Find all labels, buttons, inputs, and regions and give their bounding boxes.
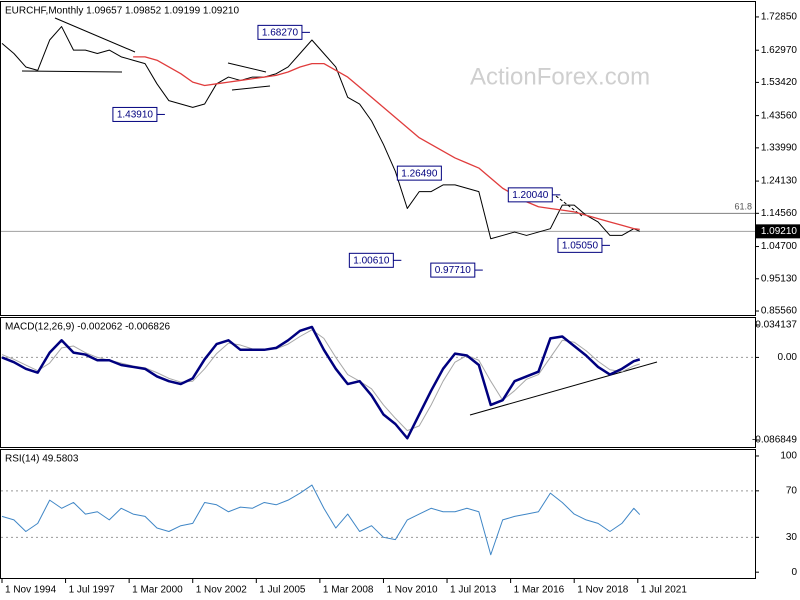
y-tick-label: 1.72850	[761, 12, 798, 23]
x-tick-label: 1 Jul 2005	[259, 585, 306, 596]
annotation-label: 1.68270	[262, 28, 299, 39]
y-tick-label: 1.24130	[761, 176, 798, 187]
y-tick-label: 1.62970	[761, 45, 798, 56]
y-tick-label: 0.85560	[761, 306, 798, 317]
x-tick-label: 1 Nov 1994	[5, 585, 57, 596]
trend-line	[21, 70, 123, 73]
x-tick-label: 1 Nov 2010	[386, 585, 438, 596]
y-tick-label: 0.95130	[761, 273, 798, 284]
x-tick-label: 1 Jul 2021	[641, 585, 688, 596]
y-tick-label: 1.04700	[761, 241, 798, 252]
x-tick-label: 1 Mar 2016	[514, 585, 565, 596]
panel-title: EURCHF,Monthly 1.09657 1.09852 1.09199 1…	[5, 6, 239, 17]
annotation-box	[257, 24, 303, 40]
x-tick-label: 1 Mar 2008	[323, 585, 374, 596]
level-label: 61.8	[734, 202, 752, 212]
trend-line	[231, 85, 271, 91]
annotation-label: 1.20040	[512, 190, 549, 201]
y-tick-label: -0.086849	[752, 435, 797, 446]
y-tick-label: 0.034137	[755, 320, 797, 331]
y-tick-label: 1.43560	[761, 110, 798, 121]
trend-line	[227, 62, 267, 73]
y-tick-label: 70	[786, 485, 798, 496]
x-tick-label: 1 Nov 2002	[196, 585, 248, 596]
x-tick-label: 1 Jul 2013	[450, 585, 497, 596]
panel-frame	[0, 317, 756, 448]
y-tick-label: 100	[780, 451, 797, 462]
annotation-label: 1.05050	[562, 241, 599, 252]
series-line	[133, 56, 640, 231]
x-tick-label: 1 Jul 1997	[69, 585, 116, 596]
last-price-box	[756, 224, 800, 239]
y-tick-label: 0	[791, 567, 797, 578]
trend-line	[469, 361, 658, 416]
trend-line	[54, 17, 136, 53]
watermark: ActionForex.com	[470, 63, 650, 90]
y-tick-label: 1.33990	[761, 142, 798, 153]
annotation-box	[348, 252, 394, 268]
annotation-box	[396, 165, 442, 181]
annotation-box	[112, 106, 158, 122]
annotation-label: 0.97710	[435, 265, 472, 276]
trend-lines	[21, 17, 658, 416]
last-price-label: 1.09210	[761, 226, 798, 237]
annotation-label: 1.26490	[401, 168, 438, 179]
annotation-box	[557, 237, 603, 253]
panel-title: MACD(12,26,9) -0.002062 -0.006826	[5, 322, 171, 333]
x-tick-label: 1 Mar 2000	[132, 585, 183, 596]
annotation-label: 1.00610	[353, 255, 390, 266]
annotation-box	[430, 262, 476, 278]
y-tick-label: 1.14560	[761, 208, 798, 219]
annotation-box	[507, 187, 553, 203]
series-line	[1, 26, 640, 240]
annotation-label: 1.43910	[117, 110, 154, 121]
panel-title: RSI(14) 49.5803	[5, 454, 79, 465]
x-tick-label: 1 Nov 2018	[577, 585, 629, 596]
series-line	[1, 325, 641, 440]
y-tick-label: 0.00	[778, 352, 798, 363]
y-tick-label: 30	[786, 532, 798, 543]
panel-frame	[0, 449, 756, 579]
y-tick-label: 1.53420	[761, 77, 798, 88]
series-line	[1, 484, 641, 556]
panel-frame	[0, 1, 756, 316]
